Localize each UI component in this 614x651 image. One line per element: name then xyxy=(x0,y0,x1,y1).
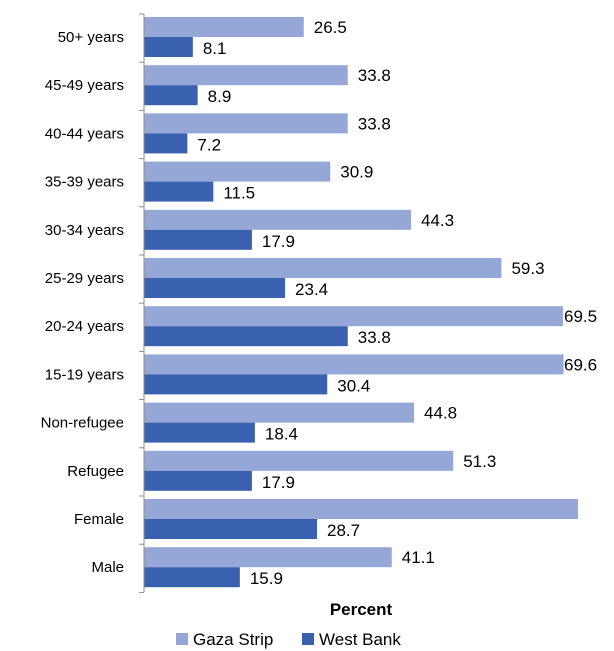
data-label-west-bank-female: 28.7 xyxy=(327,521,360,540)
data-label-gaza-strip-refugee: 51.3 xyxy=(463,452,496,471)
bar-west-bank-male xyxy=(144,567,240,588)
data-label-gaza-strip-25-29-years: 59.3 xyxy=(511,259,544,278)
category-label-25-29-years: 25-29 years xyxy=(45,270,124,287)
data-label-west-bank-35-39-years: 11.5 xyxy=(223,184,255,203)
bar-gaza-strip-45-49-years xyxy=(144,65,348,86)
category-label-50-years: 50+ years xyxy=(58,29,124,46)
category-label-40-44-years: 40-44 years xyxy=(45,125,124,142)
data-label-west-bank-50-years: 8.1 xyxy=(203,39,227,58)
bar-gaza-strip-40-44-years xyxy=(144,113,348,134)
bar-gaza-strip-30-34-years xyxy=(144,209,412,230)
bar-gaza-strip-non-refugee xyxy=(144,402,415,423)
data-label-gaza-strip-45-49-years: 33.8 xyxy=(358,66,391,85)
data-label-west-bank-non-refugee: 18.4 xyxy=(265,425,298,444)
bar-west-bank-15-19-years xyxy=(144,374,328,395)
data-label-gaza-strip-30-34-years: 44.3 xyxy=(421,211,454,230)
bar-west-bank-refugee xyxy=(144,470,252,491)
x-axis-label: Percent xyxy=(330,600,393,619)
data-label-gaza-strip-20-24-years: 69.5 xyxy=(564,307,597,326)
category-label-30-34-years: 30-34 years xyxy=(45,222,124,239)
category-label-male: Male xyxy=(91,559,124,576)
bar-gaza-strip-35-39-years xyxy=(144,161,331,182)
data-label-west-bank-25-29-years: 23.4 xyxy=(295,280,328,299)
category-label-15-19-years: 15-19 years xyxy=(45,366,124,383)
category-label-female: Female xyxy=(74,511,124,528)
data-label-gaza-strip-50-years: 26.5 xyxy=(314,18,347,37)
bar-west-bank-50-years xyxy=(144,37,193,57)
bar-west-bank-non-refugee xyxy=(144,422,255,443)
legend-label-west-bank: West Bank xyxy=(319,630,401,649)
bar-west-bank-25-29-years xyxy=(144,278,286,298)
legend: Gaza Strip West Bank xyxy=(176,630,401,649)
bar-gaza-strip-15-19-years xyxy=(144,354,564,375)
data-label-gaza-strip-non-refugee: 44.8 xyxy=(424,404,457,423)
category-label-non-refugee: Non-refugee xyxy=(41,415,124,432)
bar-gaza-strip-20-24-years xyxy=(144,306,563,327)
data-label-west-bank-refugee: 17.9 xyxy=(262,473,295,492)
bar-gaza-strip-25-29-years xyxy=(144,258,502,278)
bar-gaza-strip-refugee xyxy=(144,450,454,471)
bar-gaza-strip-male xyxy=(144,547,392,568)
plot-area: 50+ years 26.5 8.1 45-49 years 33.8 8.9 40-44 … xyxy=(41,13,597,593)
data-label-gaza-strip-male: 41.1 xyxy=(402,548,435,567)
bar-west-bank-35-39-years xyxy=(144,181,214,202)
bar-gaza-strip-female xyxy=(144,499,578,519)
data-label-gaza-strip-35-39-years: 30.9 xyxy=(340,163,373,182)
data-label-gaza-strip-40-44-years: 33.8 xyxy=(358,114,391,133)
category-label-20-24-years: 20-24 years xyxy=(45,318,124,335)
data-label-west-bank-male: 15.9 xyxy=(250,569,283,588)
category-label-refugee: Refugee xyxy=(67,463,124,480)
legend-swatch-west-bank xyxy=(302,633,314,645)
data-label-gaza-strip-15-19-years: 69.6 xyxy=(564,355,597,374)
data-label-west-bank-45-49-years: 8.9 xyxy=(208,87,232,106)
data-label-west-bank-20-24-years: 33.8 xyxy=(358,328,391,347)
bar-west-bank-40-44-years xyxy=(144,133,188,154)
bar-west-bank-45-49-years xyxy=(144,85,198,106)
data-label-west-bank-30-34-years: 17.9 xyxy=(262,232,295,251)
bar-west-bank-20-24-years xyxy=(144,326,348,347)
category-label-35-39-years: 35-39 years xyxy=(45,174,124,191)
legend-label-gaza-strip: Gaza Strip xyxy=(193,630,273,649)
legend-swatch-gaza-strip xyxy=(176,633,188,645)
bar-gaza-strip-50-years xyxy=(144,17,304,37)
data-label-west-bank-15-19-years: 30.4 xyxy=(337,376,370,395)
data-label-west-bank-40-44-years: 7.2 xyxy=(197,135,221,154)
bar-west-bank-female xyxy=(144,519,317,539)
category-label-45-49-years: 45-49 years xyxy=(45,77,124,94)
bar-west-bank-30-34-years xyxy=(144,229,252,250)
